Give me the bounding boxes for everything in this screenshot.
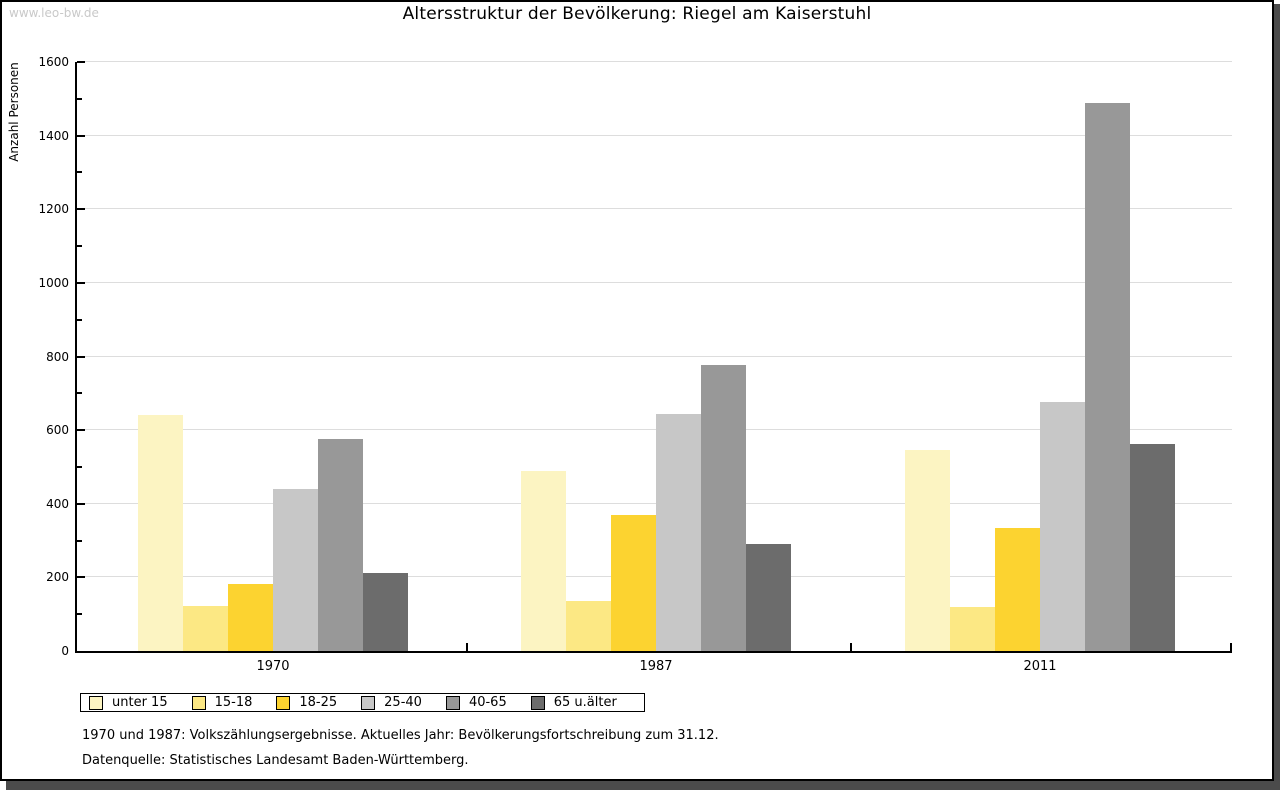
bar-65-u-älter-1970 [363, 572, 408, 651]
y-axis-minor-tick-1100 [77, 245, 82, 248]
legend-item-18-25: 18-25 [276, 695, 337, 710]
legend-item-unter-15: unter 15 [89, 695, 168, 710]
y-axis-tick-label-800: 800 [46, 349, 69, 364]
bar-15-18-1970 [183, 605, 228, 651]
legend-swatch-icon-65-u-älter [530, 695, 545, 710]
gridline-1400 [77, 134, 1232, 136]
bar-18-25-1970 [228, 583, 273, 651]
x-axis-divider-tick-1 [466, 643, 468, 651]
gridline-1000 [77, 281, 1232, 283]
legend-item-label: 18-25 [299, 695, 338, 710]
x-axis-label-1970: 1970 [256, 659, 290, 674]
y-axis-tick-label-1400: 1400 [38, 128, 69, 143]
chart-title: Altersstruktur der Bevölkerung: Riegel a… [402, 4, 872, 24]
footnote-method: 1970 und 1987: Volkszählungsergebnisse. … [82, 728, 719, 743]
y-axis-tick-label-200: 200 [46, 570, 69, 585]
bar-25-40-1970 [273, 489, 318, 651]
legend-swatch-icon-18-25 [276, 695, 291, 710]
x-axis-label-2011: 2011 [1023, 659, 1057, 674]
y-axis-tick-label-1200: 1200 [38, 202, 69, 217]
y-axis-tick-400 [77, 502, 85, 505]
y-axis-minor-tick-500 [77, 465, 82, 468]
y-axis-tick-800 [77, 355, 85, 358]
bar-65-u-älter-2011 [1130, 443, 1175, 651]
bar-40-65-1970 [318, 438, 363, 651]
bar-40-65-2011 [1085, 102, 1130, 651]
legend: unter 15 15-18 18-25 25-40 40-65 65 u.älter [80, 693, 645, 712]
gridline-1200 [77, 208, 1232, 210]
y-axis-minor-tick-1500 [77, 97, 82, 100]
plot-area: 0 200 400 600 800 1000 1200 1400 1600 1970 1987 201… [38, 55, 1232, 674]
y-axis-tick-1600 [77, 61, 85, 63]
y-axis-minor-tick-1300 [77, 171, 82, 174]
bar-40-65-1987 [701, 364, 746, 651]
y-axis-minor-tick-700 [77, 392, 82, 395]
legend-item-label: 15-18 [214, 695, 253, 710]
bar-25-40-1987 [656, 413, 701, 651]
y-axis-minor-tick-900 [77, 318, 82, 321]
y-axis-minor-tick-300 [77, 539, 82, 542]
y-axis-tick-200 [77, 576, 85, 579]
legend-item-label: 40-65 [468, 695, 507, 710]
y-axis-tick-1000 [77, 281, 85, 284]
x-axis-divider-tick-3 [1230, 643, 1232, 651]
legend-swatch-icon-15-18 [191, 695, 206, 710]
legend-item-65-u-älter: 65 u.älter [530, 695, 617, 710]
y-axis-tick-label-600: 600 [46, 423, 69, 438]
bar-unter-15-1970 [138, 415, 183, 651]
legend-item-label: 65 u.älter [553, 695, 617, 710]
legend-item-label: unter 15 [112, 695, 168, 710]
x-axis-label-1987: 1987 [639, 659, 673, 674]
legend-item-label: 25-40 [384, 695, 422, 710]
bar-unter-15-1987 [521, 470, 566, 651]
window-shadow-bottom [6, 781, 1280, 790]
bar-unter-15-2011 [905, 450, 950, 651]
bar-25-40-2011 [1040, 402, 1085, 651]
legend-item-40-65: 40-65 [445, 695, 507, 710]
y-axis-minor-tick-100 [77, 613, 82, 616]
legend-swatch-icon-unter-15 [89, 695, 103, 710]
window-shadow-right [1274, 4, 1280, 790]
gridline-1600 [77, 61, 1232, 62]
y-axis-tick-label-1000: 1000 [38, 275, 69, 290]
bar-65-u-älter-1987 [746, 544, 791, 651]
y-axis-tick-1200 [77, 208, 85, 211]
y-axis-tick-1400 [77, 134, 85, 137]
legend-swatch-icon-25-40 [361, 695, 376, 710]
y-axis-tick-600 [77, 429, 85, 432]
legend-item-25-40: 25-40 [361, 695, 422, 710]
y-axis-tick-label-400: 400 [46, 496, 69, 511]
watermark: www.leo-bw.de [9, 6, 99, 20]
y-axis-title: Anzahl Personen [7, 62, 21, 162]
y-axis-tick-label-1600: 1600 [38, 55, 69, 69]
x-axis-divider-tick-2 [850, 643, 852, 651]
bar-15-18-1987 [566, 600, 611, 651]
gridline-800 [77, 355, 1232, 357]
bar-15-18-2011 [950, 606, 995, 651]
legend-item-15-18: 15-18 [191, 695, 253, 710]
bar-18-25-1987 [611, 514, 656, 651]
footnote-source: Datenquelle: Statistisches Landesamt Bad… [82, 753, 469, 768]
legend-swatch-icon-40-65 [445, 695, 460, 710]
gridline-600 [77, 429, 1232, 431]
gridline-400 [77, 502, 1232, 504]
bar-18-25-2011 [995, 528, 1040, 651]
y-axis-tick-label-0: 0 [61, 644, 69, 658]
